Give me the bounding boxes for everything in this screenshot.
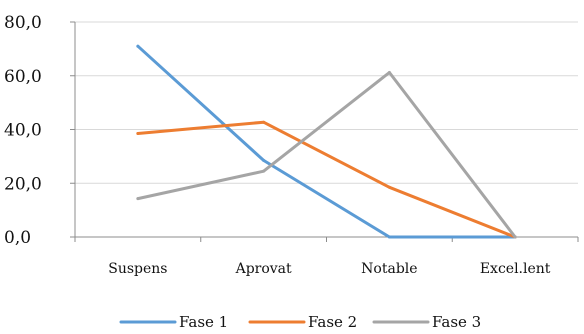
- data-point: [387, 71, 391, 75]
- x-tick-label: Notable: [361, 261, 417, 277]
- series-lines: [136, 44, 517, 239]
- legend: Fase 1 Fase 2 Fase 3: [119, 313, 481, 331]
- series-line-fase-1: [136, 44, 517, 239]
- data-point: [136, 44, 140, 48]
- x-tick-label: Suspens: [108, 261, 167, 277]
- data-point: [136, 132, 140, 136]
- y-tick-label: 20,0: [4, 174, 42, 194]
- gridlines: [75, 21, 578, 184]
- y-tick-label: 80,0: [4, 13, 42, 33]
- x-tick-label: Excel.lent: [480, 261, 551, 277]
- data-point: [387, 185, 391, 189]
- series-line-fase-2: [136, 120, 517, 239]
- x-tick-label: Aprovat: [235, 261, 292, 277]
- legend-label-fase-1: Fase 1: [179, 313, 228, 331]
- legend-label-fase-2: Fase 2: [308, 313, 357, 331]
- y-tick-label: 40,0: [4, 121, 42, 141]
- y-tick-label: 60,0: [4, 67, 42, 87]
- series-line-fase-3: [136, 71, 517, 239]
- data-point: [136, 197, 140, 201]
- data-point: [262, 158, 266, 162]
- legend-label-fase-3: Fase 3: [432, 313, 481, 331]
- data-point: [387, 235, 391, 239]
- x-axis-tick-labels: Suspens Aprovat Notable Excel.lent: [108, 261, 551, 277]
- y-axis-tick-labels: 0,0 20,0 40,0 60,0 80,0: [4, 13, 42, 248]
- data-point: [262, 169, 266, 173]
- data-point: [513, 235, 517, 239]
- data-point: [262, 120, 266, 124]
- y-tick-label: 0,0: [4, 228, 31, 248]
